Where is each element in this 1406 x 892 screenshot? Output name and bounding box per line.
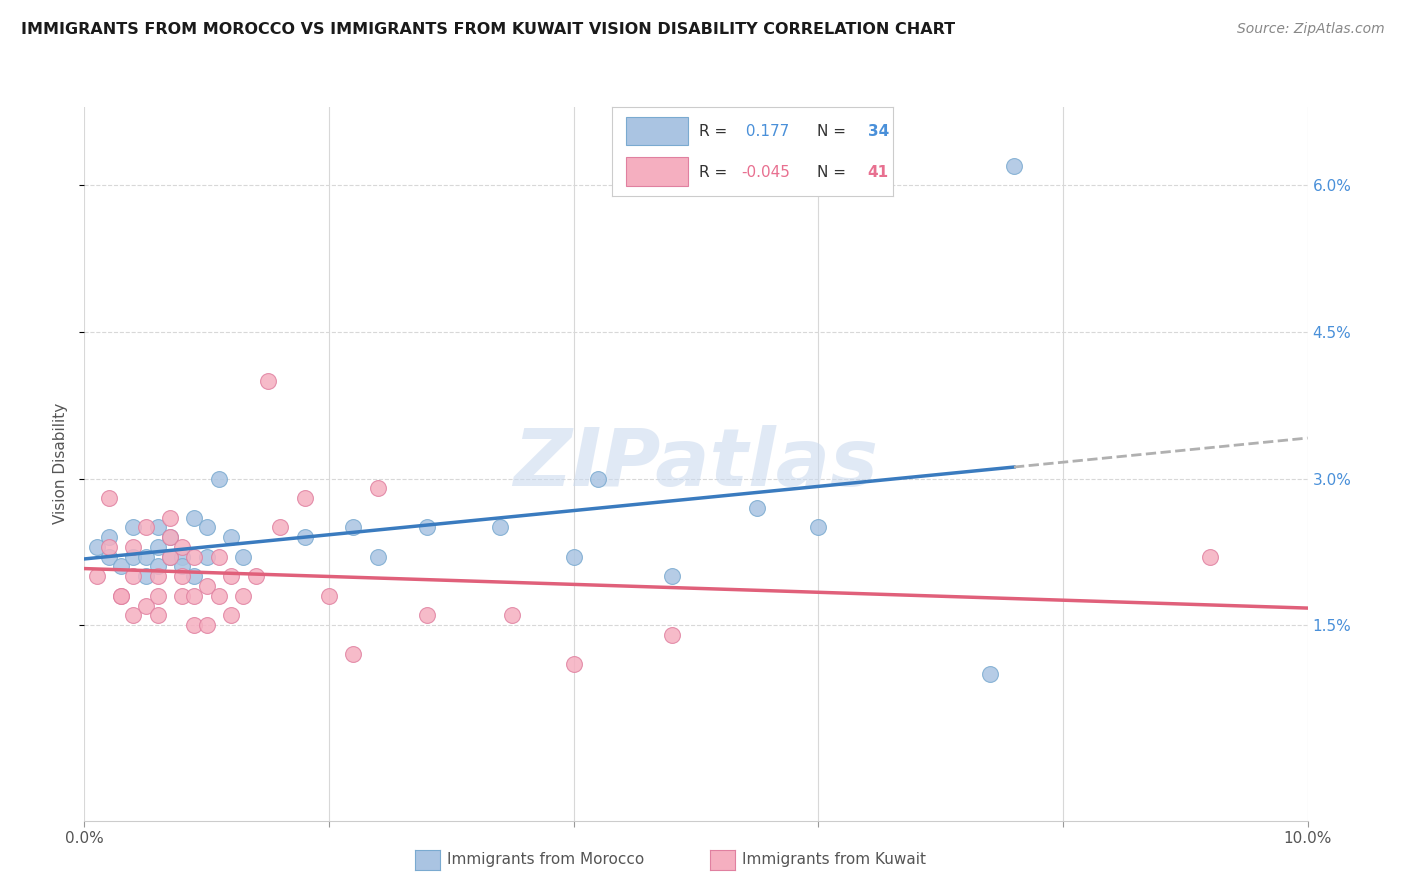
Point bbox=[146, 520, 169, 534]
Point bbox=[135, 569, 157, 583]
Point bbox=[294, 530, 316, 544]
Text: Immigrants from Kuwait: Immigrants from Kuwait bbox=[742, 853, 927, 867]
FancyBboxPatch shape bbox=[626, 117, 688, 145]
Text: IMMIGRANTS FROM MOROCCO VS IMMIGRANTS FROM KUWAIT VISION DISABILITY CORRELATION : IMMIGRANTS FROM MOROCCO VS IMMIGRANTS FR… bbox=[21, 22, 955, 37]
Point bbox=[159, 510, 181, 524]
Point bbox=[172, 589, 194, 603]
Point bbox=[135, 549, 157, 564]
FancyBboxPatch shape bbox=[626, 157, 688, 186]
Text: -0.045: -0.045 bbox=[741, 165, 790, 179]
Y-axis label: Vision Disability: Vision Disability bbox=[53, 403, 69, 524]
Point bbox=[318, 589, 340, 603]
Point bbox=[183, 618, 205, 632]
Point bbox=[110, 589, 132, 603]
Point bbox=[232, 549, 254, 564]
Point bbox=[97, 530, 120, 544]
Point bbox=[367, 549, 389, 564]
Point bbox=[195, 549, 218, 564]
Point bbox=[159, 549, 181, 564]
Point bbox=[122, 608, 145, 623]
Point bbox=[342, 648, 364, 662]
Point bbox=[747, 500, 769, 515]
Point bbox=[661, 569, 683, 583]
Point bbox=[122, 520, 145, 534]
Point bbox=[294, 491, 316, 505]
Point bbox=[146, 559, 169, 574]
Point bbox=[219, 608, 242, 623]
Point bbox=[172, 569, 194, 583]
Point bbox=[172, 549, 194, 564]
Point bbox=[219, 530, 242, 544]
Text: R =: R = bbox=[699, 124, 733, 138]
Point bbox=[97, 491, 120, 505]
Point bbox=[269, 520, 291, 534]
Point bbox=[97, 540, 120, 554]
Text: N =: N = bbox=[817, 165, 851, 179]
Point bbox=[110, 589, 132, 603]
Point bbox=[342, 520, 364, 534]
Point bbox=[416, 520, 439, 534]
Point bbox=[122, 540, 145, 554]
Point bbox=[416, 608, 439, 623]
Text: Source: ZipAtlas.com: Source: ZipAtlas.com bbox=[1237, 22, 1385, 37]
Text: ZIPatlas: ZIPatlas bbox=[513, 425, 879, 503]
Point bbox=[195, 520, 218, 534]
Point bbox=[195, 579, 218, 593]
Text: 34: 34 bbox=[868, 124, 889, 138]
Point bbox=[979, 667, 1001, 681]
Text: 0.177: 0.177 bbox=[741, 124, 789, 138]
Point bbox=[172, 559, 194, 574]
Point bbox=[195, 618, 218, 632]
Text: N =: N = bbox=[817, 124, 851, 138]
Point bbox=[367, 481, 389, 495]
Point bbox=[159, 530, 181, 544]
Point bbox=[586, 471, 609, 485]
Point bbox=[562, 549, 585, 564]
Point bbox=[208, 549, 231, 564]
Point bbox=[183, 549, 205, 564]
Point bbox=[183, 589, 205, 603]
Point bbox=[135, 599, 157, 613]
Point bbox=[661, 628, 683, 642]
Point bbox=[183, 510, 205, 524]
Point bbox=[172, 540, 194, 554]
Point bbox=[159, 530, 181, 544]
Point bbox=[146, 569, 169, 583]
Point bbox=[135, 520, 157, 534]
Point bbox=[502, 608, 524, 623]
Point bbox=[232, 589, 254, 603]
Point bbox=[97, 549, 120, 564]
Point bbox=[219, 569, 242, 583]
Point bbox=[146, 608, 169, 623]
Point bbox=[183, 569, 205, 583]
Point bbox=[110, 559, 132, 574]
Text: 41: 41 bbox=[868, 165, 889, 179]
Point bbox=[562, 657, 585, 672]
Point bbox=[122, 569, 145, 583]
Text: Immigrants from Morocco: Immigrants from Morocco bbox=[447, 853, 644, 867]
Point bbox=[86, 569, 108, 583]
Point bbox=[86, 540, 108, 554]
Point bbox=[1198, 549, 1220, 564]
Point bbox=[489, 520, 512, 534]
Point bbox=[208, 471, 231, 485]
Point bbox=[146, 540, 169, 554]
Point bbox=[146, 589, 169, 603]
Point bbox=[1002, 159, 1025, 173]
Point bbox=[208, 589, 231, 603]
Text: R =: R = bbox=[699, 165, 733, 179]
Point bbox=[257, 374, 280, 388]
Point bbox=[807, 520, 830, 534]
Point bbox=[245, 569, 267, 583]
Point bbox=[122, 549, 145, 564]
Point bbox=[159, 549, 181, 564]
